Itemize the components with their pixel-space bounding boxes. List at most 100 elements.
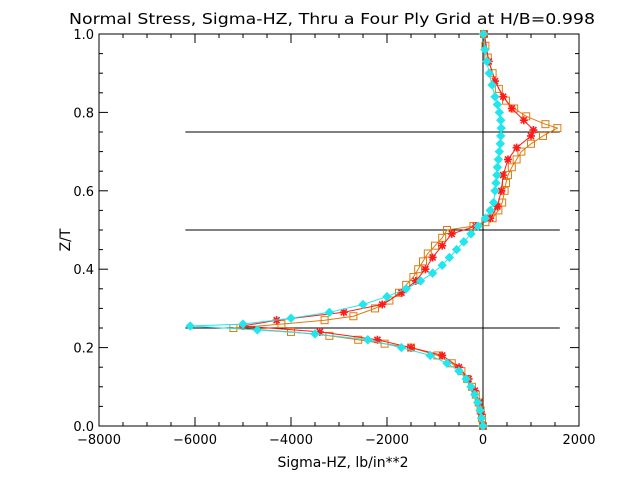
data-point (487, 80, 497, 90)
data-point (447, 229, 456, 238)
data-point (427, 268, 438, 278)
data-point (496, 123, 506, 133)
data-point (461, 374, 471, 384)
data-point (411, 276, 420, 285)
data-point (466, 382, 476, 392)
data-point (494, 107, 505, 118)
data-point (437, 260, 447, 270)
data-point (478, 29, 489, 39)
data-point (496, 115, 506, 125)
x-tick-label: 2000 (562, 433, 595, 448)
series-diamond (185, 29, 506, 431)
data-point (459, 237, 469, 247)
y-tick-label: 0.2 (73, 342, 94, 357)
data-point (315, 327, 324, 336)
data-point (363, 335, 373, 345)
data-point (507, 104, 516, 113)
x-tick-label: −6000 (173, 433, 217, 448)
data-point (425, 350, 435, 361)
data-point (539, 131, 547, 140)
data-point (443, 226, 451, 234)
data-point (238, 319, 248, 329)
data-point (310, 329, 320, 339)
x-tick-label: −4000 (269, 433, 313, 448)
x-tick-label: −8000 (77, 433, 121, 448)
data-point (470, 389, 480, 400)
ply-interface-lines (185, 34, 560, 426)
data-point (499, 92, 508, 101)
data-point (324, 307, 335, 318)
data-point (277, 320, 286, 329)
data-point (495, 139, 505, 149)
data-point (512, 155, 521, 164)
data-point (512, 143, 521, 152)
data-point (480, 213, 491, 223)
data-point (484, 68, 494, 78)
data-point (397, 288, 406, 297)
axes-layer: −8000 −6000 −4000 −2000 0 2000 0.0 0.2 0.4 0.6 0.8… (73, 28, 595, 448)
data-point (407, 343, 415, 352)
data-point (519, 116, 528, 125)
y-axis-label: Z/T (58, 228, 74, 251)
data-point (444, 252, 455, 263)
data-point (476, 413, 487, 423)
data-point (485, 205, 495, 216)
data-point (527, 139, 535, 148)
data-point (358, 299, 368, 310)
data-point (473, 397, 483, 408)
x-axis-label: Sigma-HZ, lb/in**2 (277, 455, 408, 471)
data-point (442, 358, 452, 368)
data-point (482, 56, 492, 67)
data-point (475, 405, 485, 416)
data-point (286, 313, 296, 323)
data-point (517, 147, 526, 156)
data-point (493, 154, 504, 165)
chart-title: Normal Stress, Sigma-HZ, Thru a Four Ply… (69, 10, 595, 28)
y-tick-label: 0.8 (73, 106, 94, 121)
data-point (401, 284, 411, 294)
data-point (438, 351, 447, 360)
data-point (415, 276, 426, 286)
data-point (438, 233, 447, 242)
y-tick-label: 1.0 (73, 28, 94, 43)
data-point (529, 126, 538, 135)
data-point (382, 291, 392, 302)
data-point (451, 244, 462, 255)
x-tick-label: −2000 (365, 433, 409, 448)
data-point (396, 342, 407, 353)
data-point (473, 221, 483, 231)
data-point (428, 253, 437, 262)
data-point (488, 197, 499, 208)
x-tick-label: 0 (479, 433, 487, 448)
data-point (252, 325, 263, 335)
data-point (349, 312, 358, 321)
data-point (371, 304, 379, 313)
data-point (421, 265, 430, 274)
data-point (438, 241, 447, 250)
data-point (378, 300, 387, 309)
data-point (491, 178, 501, 188)
data-point (527, 131, 535, 140)
y-tick-label: 0.0 (73, 420, 94, 435)
data-point (466, 229, 476, 239)
data-point (553, 124, 562, 133)
data-point (478, 421, 488, 431)
data-point (185, 321, 195, 331)
data-point (492, 170, 502, 180)
y-tick-label: 0.6 (73, 185, 94, 200)
data-point (493, 202, 502, 211)
data-point (419, 257, 427, 266)
data-point (490, 186, 500, 196)
data-point (373, 335, 382, 344)
data-point (499, 171, 508, 180)
data-point (507, 163, 516, 172)
data-point (320, 316, 329, 325)
data-point (454, 366, 464, 376)
data-point (492, 99, 503, 110)
data-point (491, 77, 499, 86)
data-point (496, 131, 506, 141)
data-point (486, 214, 495, 223)
data-point (494, 84, 503, 93)
data-point (541, 120, 550, 129)
